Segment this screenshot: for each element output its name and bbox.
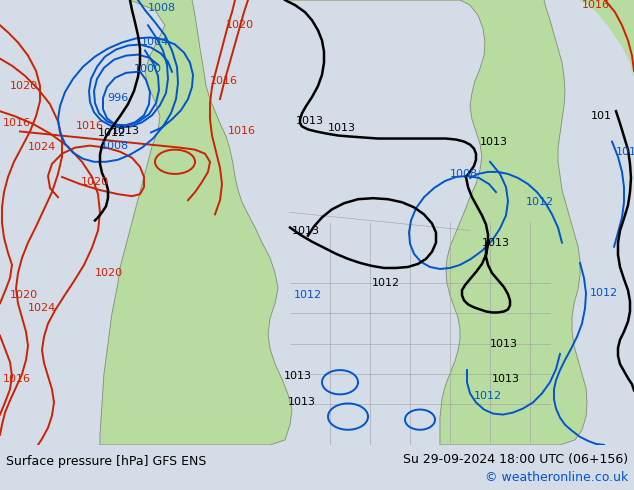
Text: 1013: 1013 bbox=[482, 238, 510, 247]
Text: 1012: 1012 bbox=[590, 288, 618, 298]
Text: 1004: 1004 bbox=[141, 37, 169, 48]
Text: 1016: 1016 bbox=[76, 122, 104, 131]
Text: 1013: 1013 bbox=[480, 137, 508, 147]
Text: 1016: 1016 bbox=[582, 0, 610, 10]
Text: 1013: 1013 bbox=[292, 225, 320, 236]
Text: 1013: 1013 bbox=[328, 123, 356, 133]
Polygon shape bbox=[290, 0, 587, 445]
Polygon shape bbox=[193, 389, 220, 445]
Text: 1016: 1016 bbox=[210, 76, 238, 86]
Text: 1000: 1000 bbox=[134, 64, 162, 74]
Text: 1013: 1013 bbox=[490, 339, 518, 349]
Text: 1020: 1020 bbox=[10, 290, 38, 300]
Text: 996: 996 bbox=[107, 93, 129, 103]
Text: 101: 101 bbox=[616, 147, 634, 157]
Text: 1020: 1020 bbox=[95, 268, 123, 278]
Text: © weatheronline.co.uk: © weatheronline.co.uk bbox=[485, 471, 628, 485]
Text: 1012: 1012 bbox=[372, 278, 400, 288]
Polygon shape bbox=[460, 427, 490, 445]
Text: 1016: 1016 bbox=[228, 126, 256, 136]
Text: 1024: 1024 bbox=[28, 303, 56, 314]
Text: 1012: 1012 bbox=[294, 290, 322, 300]
Text: Su 29-09-2024 18:00 UTC (06+156): Su 29-09-2024 18:00 UTC (06+156) bbox=[403, 453, 628, 466]
Text: 1008: 1008 bbox=[450, 169, 478, 179]
Polygon shape bbox=[100, 0, 292, 445]
Text: Surface pressure [hPa] GFS ENS: Surface pressure [hPa] GFS ENS bbox=[6, 455, 207, 468]
Text: 1013: 1013 bbox=[492, 374, 520, 384]
Text: 1013: 1013 bbox=[296, 116, 324, 126]
Text: 1020: 1020 bbox=[81, 177, 109, 187]
Text: 1020: 1020 bbox=[10, 81, 38, 91]
Text: 1013: 1013 bbox=[284, 371, 312, 381]
Text: 1016: 1016 bbox=[3, 374, 31, 384]
Text: 101: 101 bbox=[591, 111, 612, 122]
Text: 1008: 1008 bbox=[101, 141, 129, 150]
Text: 1008: 1008 bbox=[148, 3, 176, 13]
Text: 1012: 1012 bbox=[474, 392, 502, 401]
Text: 1013: 1013 bbox=[112, 126, 140, 136]
Text: 1012: 1012 bbox=[526, 197, 554, 207]
Text: 1012: 1012 bbox=[98, 128, 126, 139]
Text: 1024: 1024 bbox=[28, 142, 56, 151]
Polygon shape bbox=[580, 0, 634, 76]
Text: 1020: 1020 bbox=[226, 20, 254, 30]
Text: 1013: 1013 bbox=[288, 397, 316, 408]
Text: 1016: 1016 bbox=[3, 119, 31, 128]
